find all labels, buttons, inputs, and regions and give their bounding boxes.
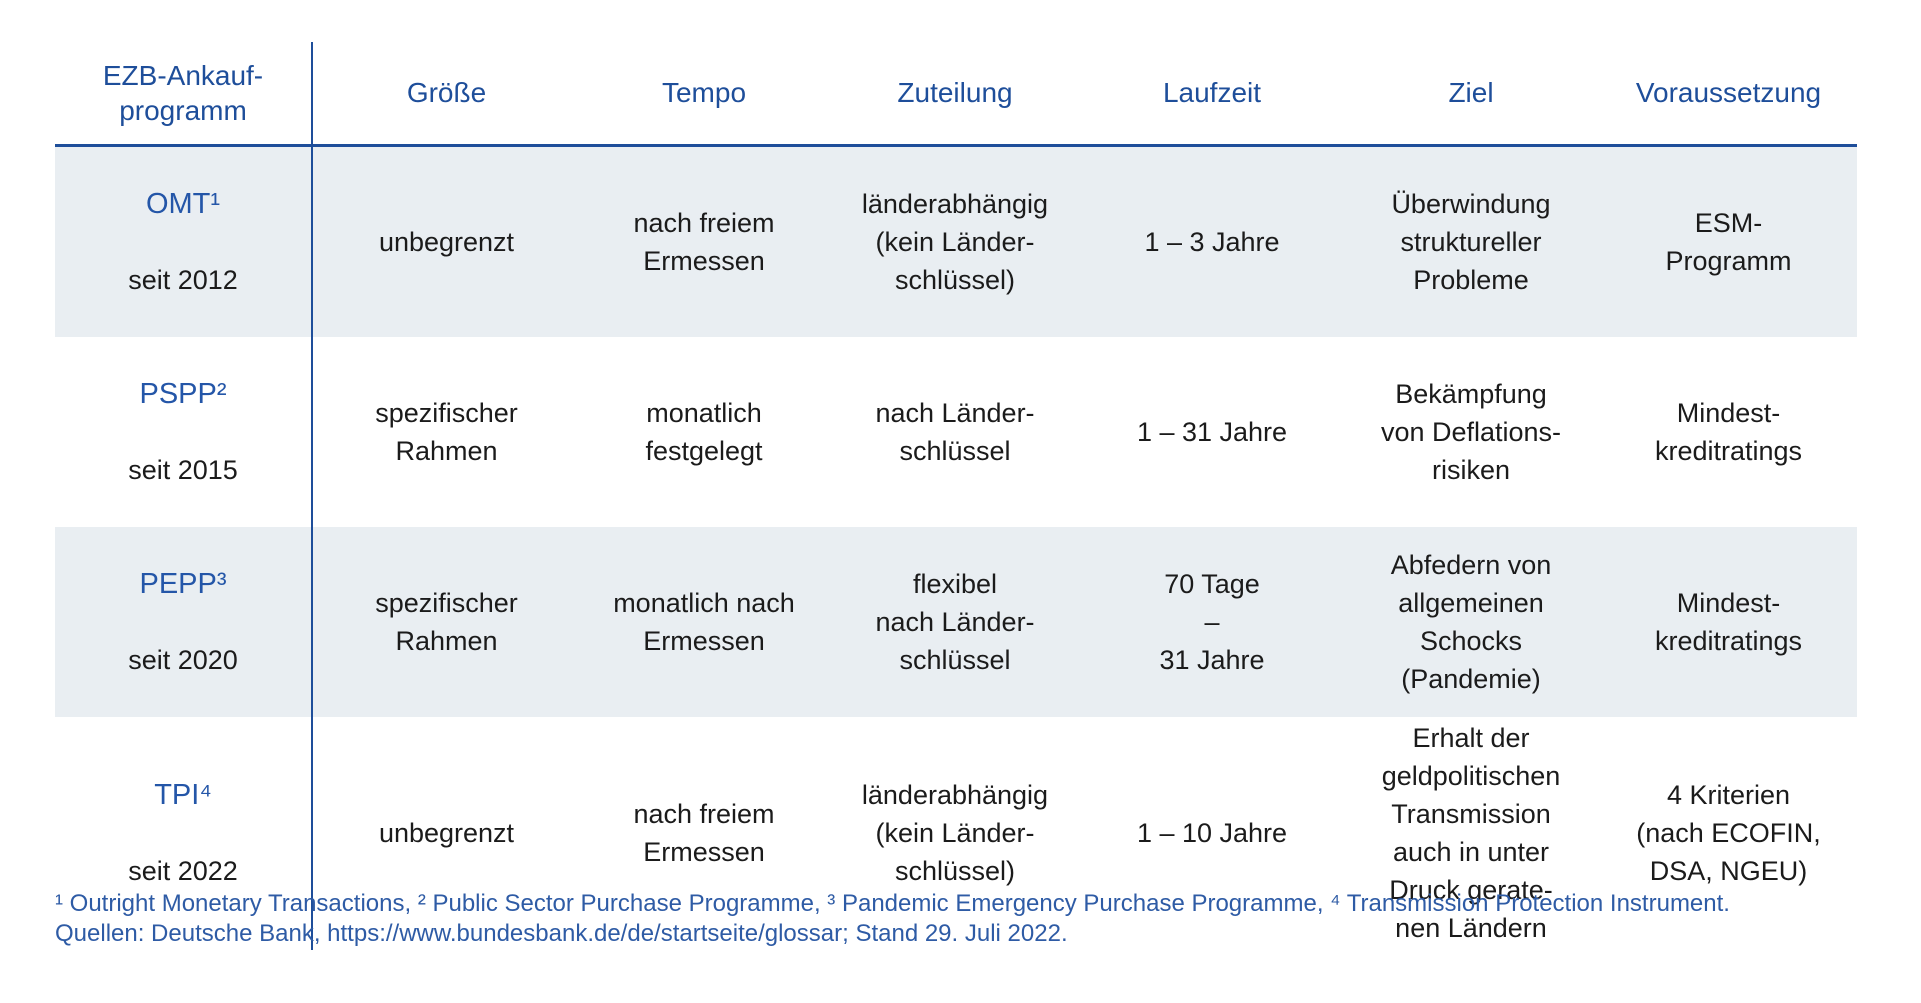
table-row-tpi: TPI⁴ seit 2022 unbegrenzt nach freiem Er…: [55, 716, 1857, 950]
program-cell-omt: OMT¹ seit 2012: [55, 145, 313, 337]
column-header-groesse: Größe: [312, 42, 580, 147]
program-since: seit 2015: [128, 454, 238, 485]
program-since: seit 2022: [128, 856, 238, 886]
column-header-zuteilung: Zuteilung: [828, 42, 1082, 147]
column-header-ziel: Ziel: [1342, 42, 1600, 147]
cell-tpi-voraussetzung: 4 Kriterien (nach ECOFIN, DSA, NGEU): [1636, 780, 1821, 886]
cell-pepp-groesse: spezifischer Rahmen: [312, 526, 580, 717]
program-name: OMT¹: [145, 187, 221, 220]
cell-pspp-zuteilung: nach Länder- schlüssel: [875, 397, 1035, 466]
program-name: PEPP³: [139, 567, 227, 600]
cell-tpi-zuteilung: länderabhängig (kein Länder- schlüssel): [861, 780, 1049, 886]
program-name: TPI⁴: [154, 779, 212, 811]
program-cell-pepp: PEPP³ seit 2020: [55, 526, 313, 717]
column-header-tempo: Tempo: [580, 42, 828, 147]
footnote-sources: Quellen: Deutsche Bank, https://www.bund…: [55, 920, 1068, 947]
program-since: seit 2020: [128, 644, 238, 675]
cell-pepp-laufzeit: 70 Tage – 31 Jahre: [1082, 526, 1342, 717]
footnote-definitions: ¹ Outright Monetary Transactions, ² Publ…: [55, 890, 1730, 917]
program-since: seit 2012: [128, 264, 238, 295]
cell-omt-laufzeit: 1 – 3 Jahre: [1082, 145, 1342, 337]
cell-pspp-ziel: Bekämpfung von Deflations- risiken: [1380, 378, 1562, 485]
cell-omt-zuteilung: länderabhängig (kein Länder- schlüssel): [828, 145, 1082, 337]
table-row-pepp: PEPP³ seit 2020 spezifischer Rahmen mona…: [55, 526, 1857, 717]
cell-pspp-tempo: monatlich festgelegt: [645, 397, 763, 466]
column-header-voraussetzung: Voraussetzung: [1600, 42, 1857, 147]
column-header-programm: EZB-Ankauf- programm: [55, 42, 313, 147]
program-name: PSPP²: [139, 377, 227, 410]
cell-tpi-laufzeit: 1 – 10 Jahre: [1136, 818, 1288, 848]
table-row-omt: OMT¹ seit 2012 unbegrenzt nach freiem Er…: [55, 145, 1857, 337]
table-header-row: EZB-Ankauf- programm Größe Tempo Zuteilu…: [55, 42, 1857, 147]
column-header-laufzeit: Laufzeit: [1082, 42, 1342, 147]
ecb-purchase-programs-table: EZB-Ankauf- programm Größe Tempo Zuteilu…: [55, 42, 1857, 950]
cell-pepp-zuteilung: flexibel nach Länder- schlüssel: [828, 526, 1082, 717]
cell-pepp-ziel: Abfedern von allgemeinen Schocks (Pandem…: [1342, 526, 1600, 717]
cell-omt-groesse: unbegrenzt: [312, 145, 580, 337]
cell-tpi-groesse: unbegrenzt: [378, 818, 515, 848]
cell-pepp-voraussetzung: Mindest- kreditratings: [1600, 526, 1857, 717]
cell-pspp-voraussetzung: Mindest- kreditratings: [1654, 397, 1803, 466]
cell-pspp-laufzeit: 1 – 31 Jahre: [1136, 416, 1288, 447]
cell-pepp-tempo: monatlich nach Ermessen: [580, 526, 828, 717]
footnotes: ¹ Outright Monetary Transactions, ² Publ…: [55, 889, 1730, 949]
program-cell-tpi: TPI⁴ seit 2022: [55, 716, 313, 950]
cell-omt-ziel: Überwindung struktureller Probleme: [1342, 145, 1600, 337]
cell-tpi-ziel: Erhalt der geldpolitischen Transmission …: [1381, 723, 1561, 943]
cell-omt-tempo: nach freiem Ermessen: [580, 145, 828, 337]
cell-omt-voraussetzung: ESM- Programm: [1600, 145, 1857, 337]
program-cell-pspp: PSPP² seit 2015: [55, 336, 313, 527]
cell-tpi-tempo: nach freiem Ermessen: [633, 799, 775, 867]
cell-pspp-groesse: spezifischer Rahmen: [375, 397, 518, 466]
table-row-pspp: PSPP² seit 2015 spezifischer Rahmen mona…: [55, 336, 1857, 527]
